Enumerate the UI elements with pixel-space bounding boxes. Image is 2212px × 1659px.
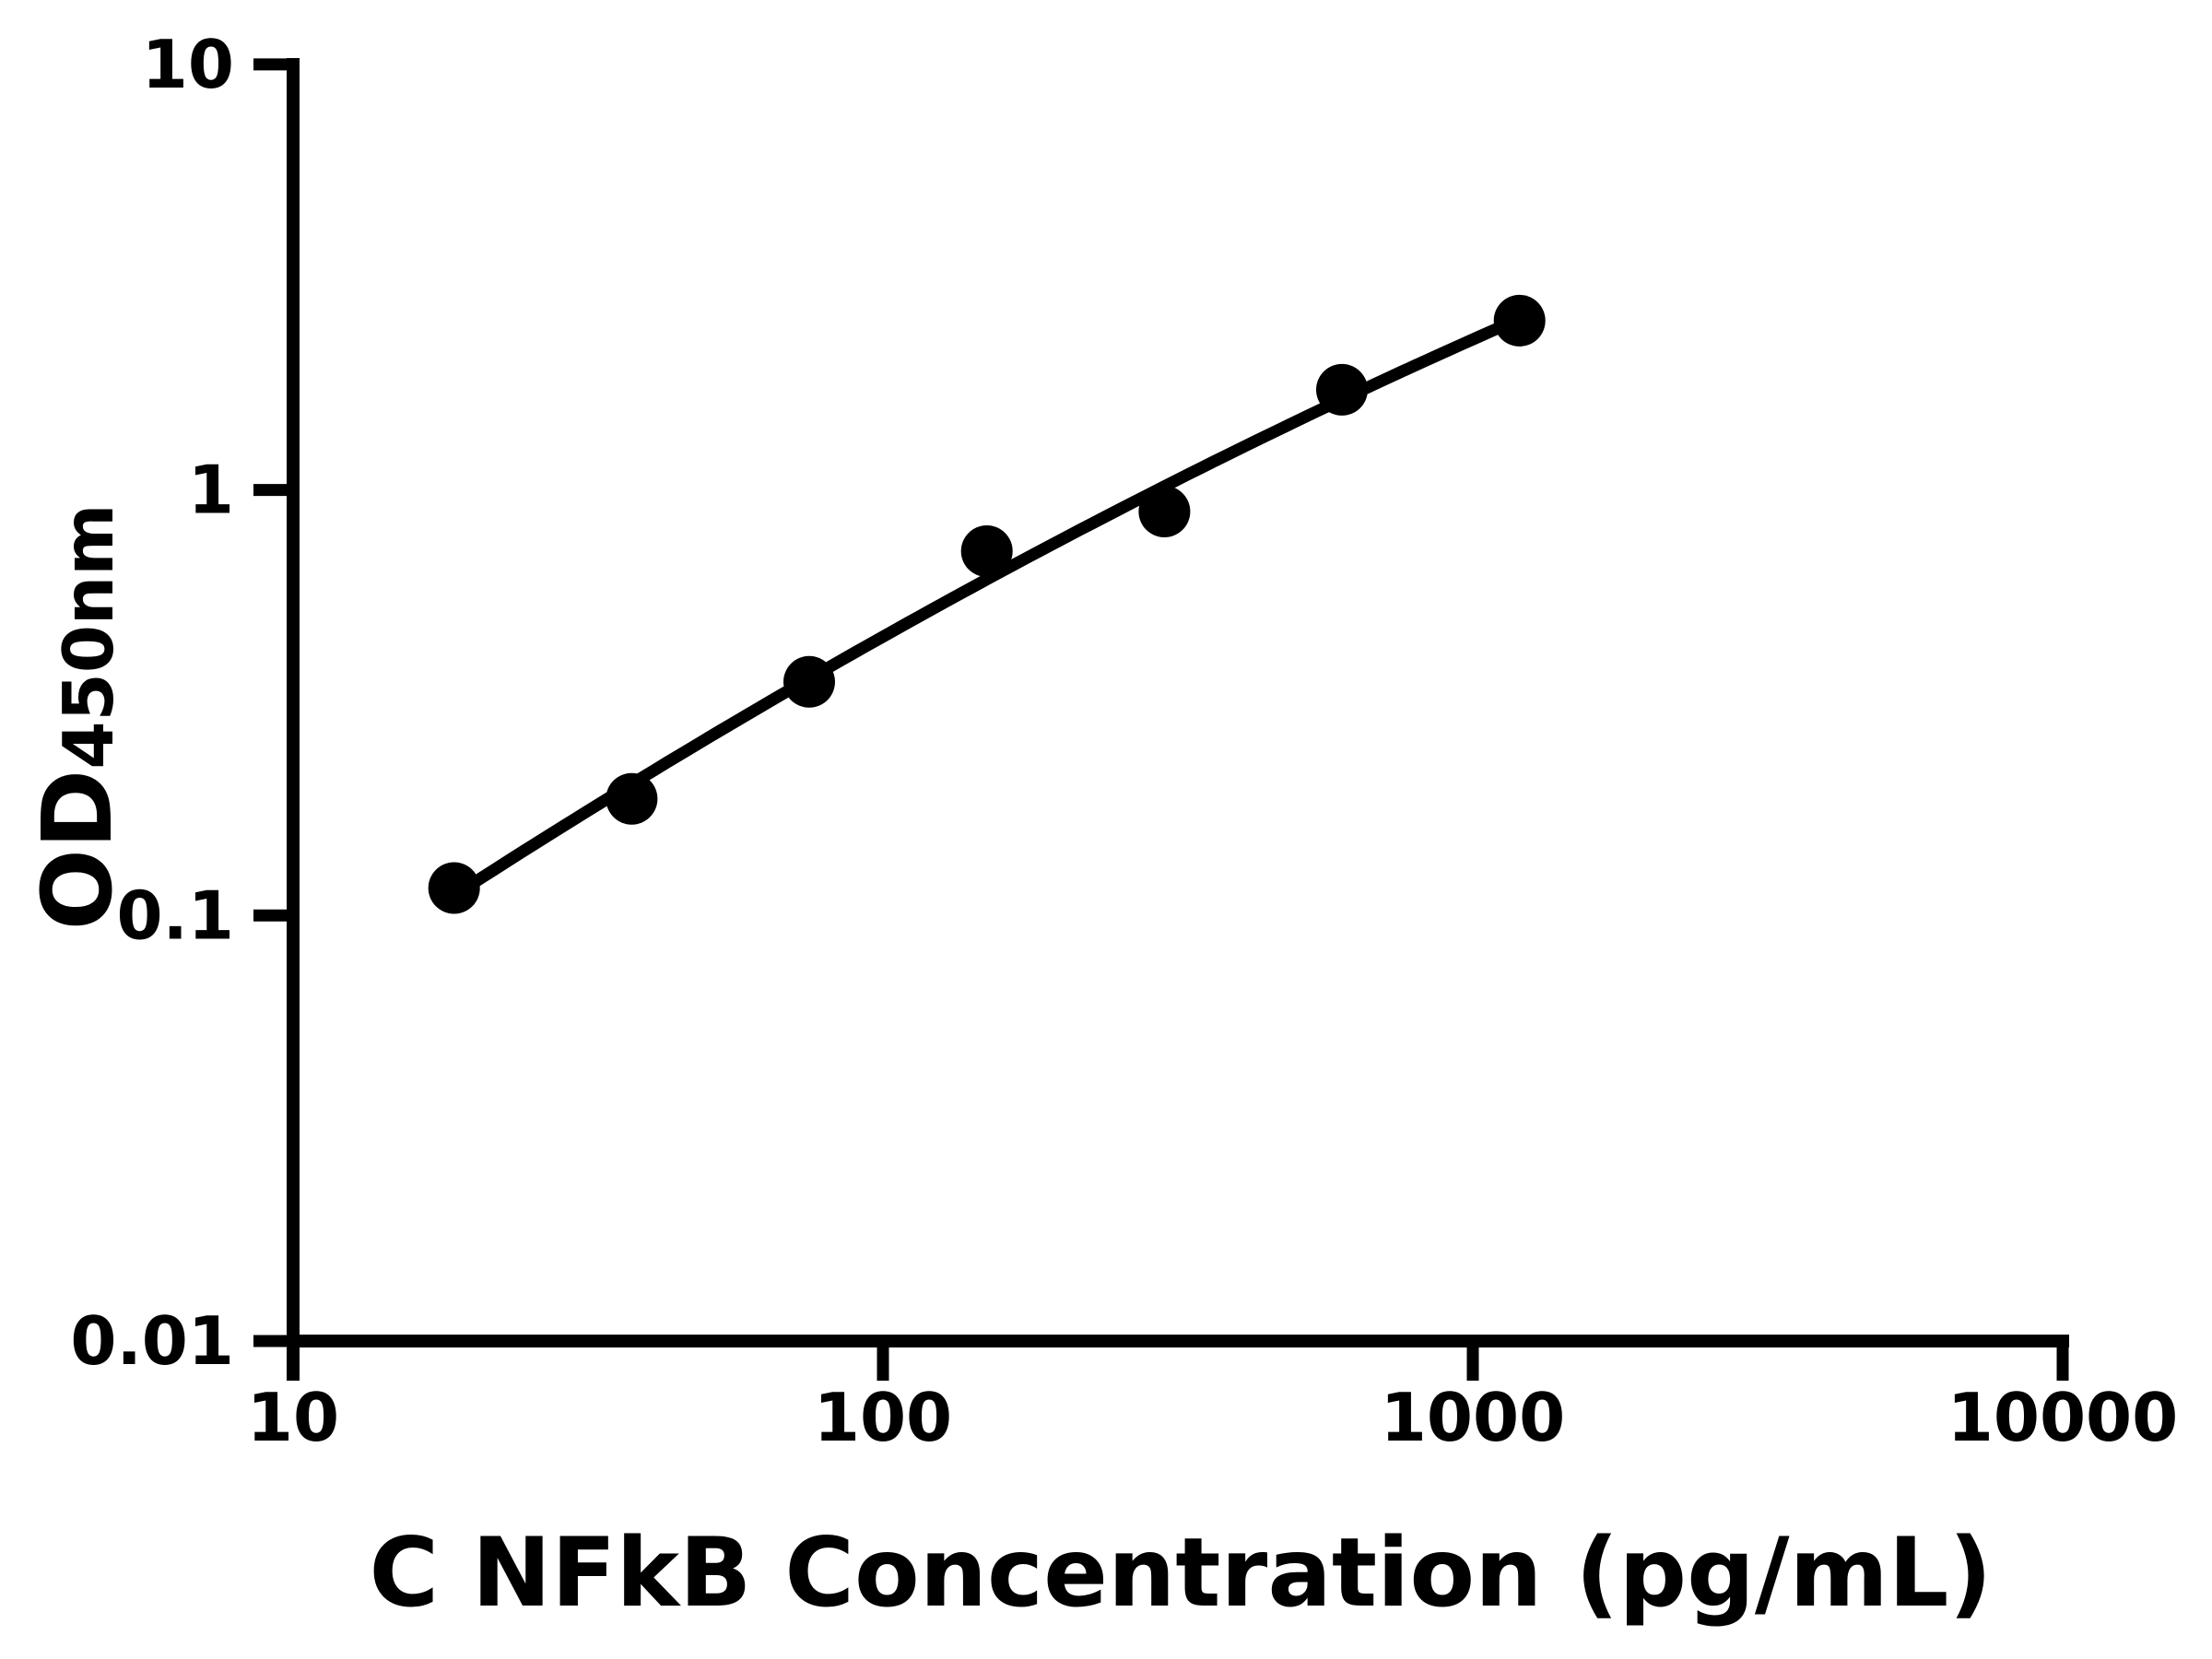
axis-ticks [253,58,2069,1381]
y-tick-label: 10 [142,26,234,103]
data-series-layer [428,294,1546,914]
y-tick-label: 1 [188,452,234,529]
data-point [1138,486,1191,537]
x-tick-label: 1000 [1381,1379,1565,1456]
data-point [428,862,480,914]
y-axis-title-main: OD [21,770,134,931]
data-point [783,655,835,708]
axes-spines [287,58,2069,1381]
y-axis-title-subscript: 450nm [48,504,129,770]
x-tick-label: 10000 [1947,1379,2179,1456]
axes-layer: 10 100 1000 10000 10 1 0.1 0.01 [70,26,2178,1456]
data-point [960,525,1013,577]
y-tick-label: 0.1 [116,877,234,954]
y-axis-title: OD450nm [21,504,134,931]
data-point [1493,294,1546,347]
x-tick-label: 10 [247,1379,339,1456]
x-axis-title: C NFkB Concentration (pg/mL) [369,1518,1992,1629]
y-tick-label: 0.01 [70,1302,234,1380]
data-point [606,772,658,825]
x-tick-label: 100 [814,1379,952,1456]
data-point [1316,363,1368,416]
